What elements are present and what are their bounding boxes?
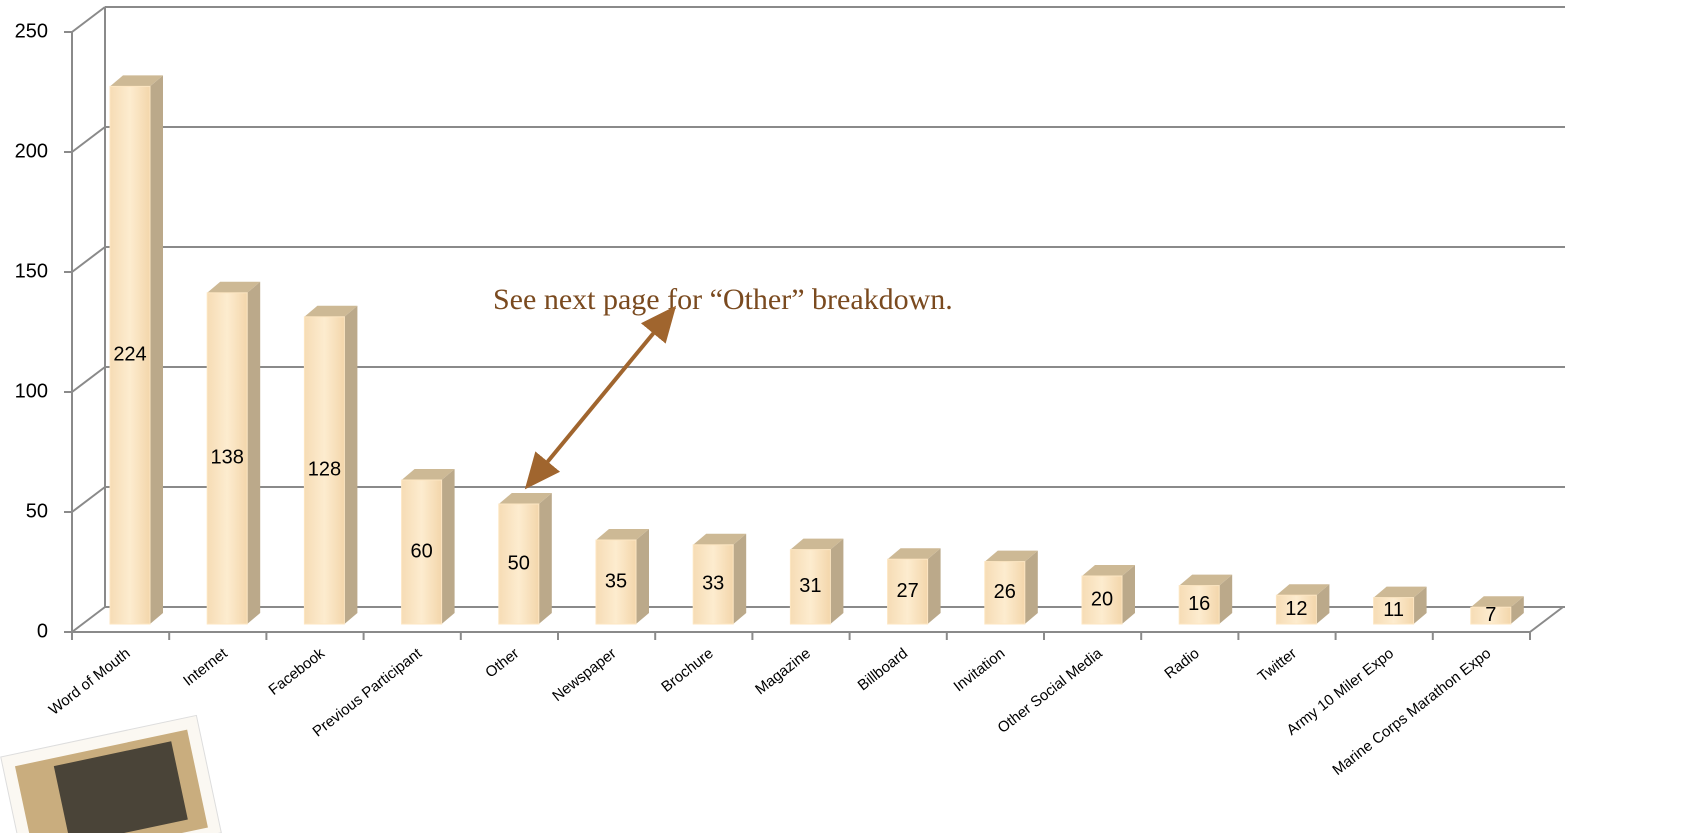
- x-tick-label: Internet: [180, 644, 231, 689]
- bar-side: [150, 75, 163, 624]
- x-tick-label: Radio: [1161, 645, 1202, 683]
- grid-line: [72, 247, 105, 272]
- value-label: 128: [308, 459, 341, 481]
- value-label: 31: [799, 575, 821, 597]
- y-tick-label: 100: [15, 380, 48, 402]
- bar-side: [442, 469, 455, 624]
- photo: [1, 715, 222, 833]
- grid-line: [72, 487, 105, 512]
- grid-line: [72, 127, 105, 152]
- bar-group: 50: [499, 493, 552, 624]
- x-tick-label: Brochure: [658, 645, 716, 696]
- value-label: 12: [1285, 598, 1307, 620]
- bar-side: [247, 282, 260, 624]
- value-label: 16: [1188, 593, 1210, 615]
- bar-group: 26: [985, 551, 1038, 624]
- value-label: 11: [1383, 599, 1404, 621]
- bar-side: [830, 539, 843, 624]
- bar-group: 27: [888, 548, 941, 624]
- bar-side: [928, 548, 941, 624]
- bar-group: 60: [402, 469, 455, 624]
- bar-group: 138: [207, 282, 260, 624]
- value-label: 35: [605, 570, 627, 592]
- bar-group: 11: [1374, 587, 1427, 624]
- x-tick-label: Twitter: [1255, 645, 1300, 686]
- grid-line: [72, 7, 105, 32]
- bar-group: 224: [110, 75, 163, 624]
- value-label: 60: [410, 540, 432, 562]
- value-label: 7: [1485, 604, 1496, 626]
- x-tick-label: Billboard: [855, 645, 911, 694]
- bar-side: [636, 529, 649, 624]
- x-tick-label: Other Social Media: [995, 644, 1107, 736]
- bar-group: 7: [1471, 596, 1524, 626]
- value-label: 138: [211, 447, 244, 469]
- value-label: 33: [702, 573, 724, 595]
- arrow: [535, 318, 666, 477]
- bar-group: 128: [304, 306, 357, 624]
- y-tick-label: 200: [15, 140, 48, 162]
- value-label: 50: [508, 552, 530, 574]
- bar-side: [539, 493, 552, 624]
- value-label: 224: [113, 343, 146, 365]
- value-label: 20: [1091, 588, 1113, 610]
- bar-group: 16: [1179, 575, 1232, 624]
- bar-group: 12: [1276, 584, 1329, 624]
- bar-group: 31: [790, 539, 843, 624]
- bar-group: 33: [693, 534, 746, 624]
- y-tick-label: 0: [37, 620, 48, 642]
- y-tick-label: 50: [26, 500, 48, 522]
- x-tick-label: Marine Corps Marathon Expo: [1329, 645, 1494, 779]
- x-tick-label: Invitation: [951, 645, 1009, 695]
- chart: 0 50 100 150 200 250 Word of Mouth 224 Internet 1…: [0, 0, 1685, 833]
- bar-side: [1025, 551, 1038, 624]
- annotation: See next page for “Other” breakdown.: [493, 283, 953, 316]
- bar-side: [344, 306, 357, 624]
- y-tick-label: 150: [15, 260, 48, 282]
- x-tick-label: Other: [482, 645, 522, 681]
- value-label: 27: [896, 580, 918, 602]
- grid-line: [72, 607, 105, 632]
- x-tick-label: Magazine: [752, 645, 814, 698]
- bar-side: [733, 534, 746, 624]
- x-tick-label: Word of Mouth: [46, 645, 134, 719]
- grid-line: [72, 367, 105, 392]
- y-tick-label: 250: [15, 20, 48, 42]
- bar-group: 35: [596, 529, 649, 624]
- axis-line: [1530, 607, 1563, 632]
- bar-group: 20: [1082, 565, 1135, 624]
- x-tick-label: Facebook: [266, 645, 329, 699]
- x-tick-label: Newspaper: [549, 645, 619, 705]
- value-label: 26: [994, 581, 1016, 603]
